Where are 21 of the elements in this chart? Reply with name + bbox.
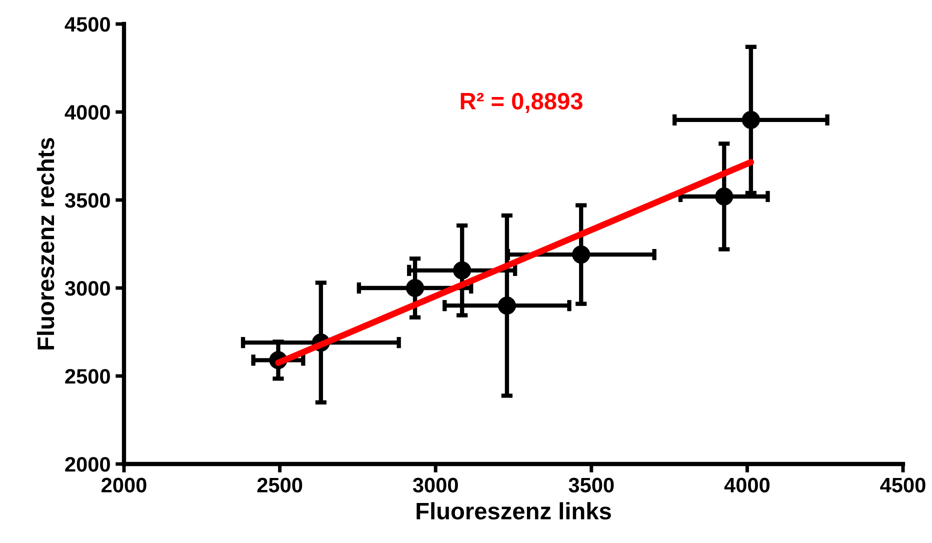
y-tick-label: 3500	[64, 193, 110, 208]
point	[453, 261, 472, 280]
point	[742, 110, 760, 129]
x-tick-label: 3000	[412, 478, 458, 493]
point	[406, 278, 424, 298]
x-tick-label: 2000	[102, 478, 146, 492]
x-tick-label: 2500	[257, 478, 302, 492]
point	[498, 296, 516, 315]
y-axis-title: Fluoreszenz rechts	[36, 138, 54, 350]
x-axis-title: Fluoreszenz links	[416, 502, 611, 520]
y-tick-label: 3000	[64, 281, 110, 296]
x-tick-label: 3500	[568, 478, 614, 493]
y-tick-label: 4000	[64, 105, 110, 120]
x-tick-label: 4500	[880, 478, 926, 492]
y-tick-label: 2000	[65, 457, 110, 472]
annotation: R² = 0,8893	[460, 92, 582, 113]
y-tick-label: 2500	[65, 369, 110, 384]
point	[572, 246, 590, 264]
point	[715, 187, 734, 206]
y-tick-label: 4500	[64, 17, 110, 32]
x-tick-label: 4000	[724, 478, 770, 492]
